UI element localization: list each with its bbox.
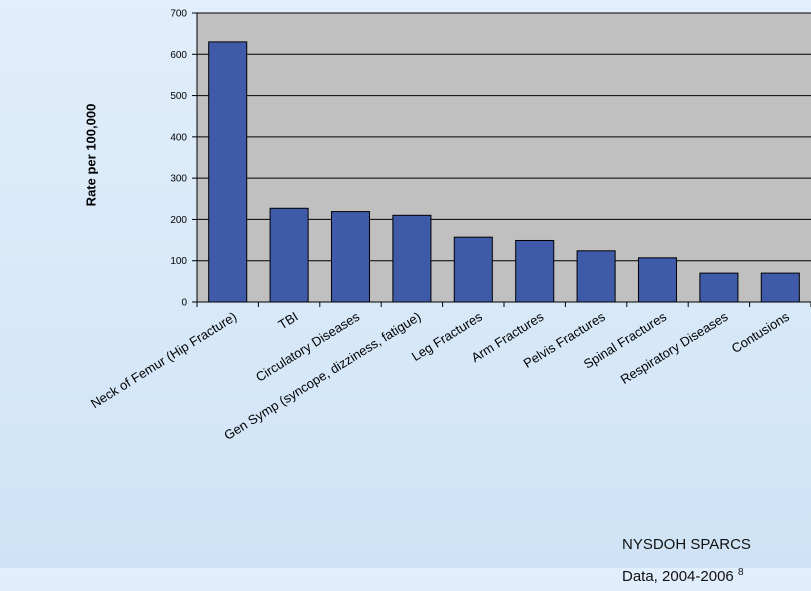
- y-tick-label: 300: [170, 174, 187, 185]
- bar: [330, 211, 371, 303]
- bar: [208, 41, 248, 303]
- x-tick-label: TBI: [276, 309, 301, 332]
- y-tick-label: 700: [170, 9, 187, 20]
- y-tick-label: 500: [170, 91, 187, 102]
- x-ticks: Neck of Femur (Hip Fracture) TBICirculato…: [88, 302, 811, 443]
- source-line-2: Data, 2004-2006 8: [622, 559, 751, 591]
- y-tick-label: 0: [181, 298, 187, 309]
- source-note: NYSDOH SPARCS Data, 2004-2006 8: [622, 531, 751, 591]
- bar: [515, 239, 555, 303]
- bar: [392, 214, 432, 303]
- y-tick-label: 200: [170, 215, 187, 226]
- y-tick-label: 100: [170, 256, 187, 267]
- y-axis-title: Rate per 100,000: [83, 103, 99, 207]
- bar: [637, 257, 678, 303]
- bar: [576, 250, 616, 303]
- bar-chart: 0 100 200 300 400 500 600 700 Neck of Femur (Hi…: [88, 9, 811, 443]
- bar: [453, 236, 493, 303]
- bar: [699, 272, 739, 303]
- bar: [269, 207, 309, 303]
- x-tick-label: Contusions: [729, 309, 793, 356]
- x-tick-label: Respiratory Diseases: [618, 309, 731, 387]
- source-line-1: NYSDOH SPARCS: [622, 536, 751, 553]
- source-line-2-text: Data, 2004-2006: [622, 568, 734, 585]
- y-tick-label: 400: [170, 132, 187, 143]
- footnote-marker: 8: [737, 567, 744, 578]
- x-tick-label: Circulatory Diseases: [253, 309, 362, 385]
- bar: [760, 272, 800, 303]
- y-ticks: 0 100 200 300 400 500 600 700: [170, 9, 197, 309]
- y-tick-label: 600: [170, 50, 187, 61]
- x-tick-label: Neck of Femur (Hip Fracture): [88, 309, 239, 411]
